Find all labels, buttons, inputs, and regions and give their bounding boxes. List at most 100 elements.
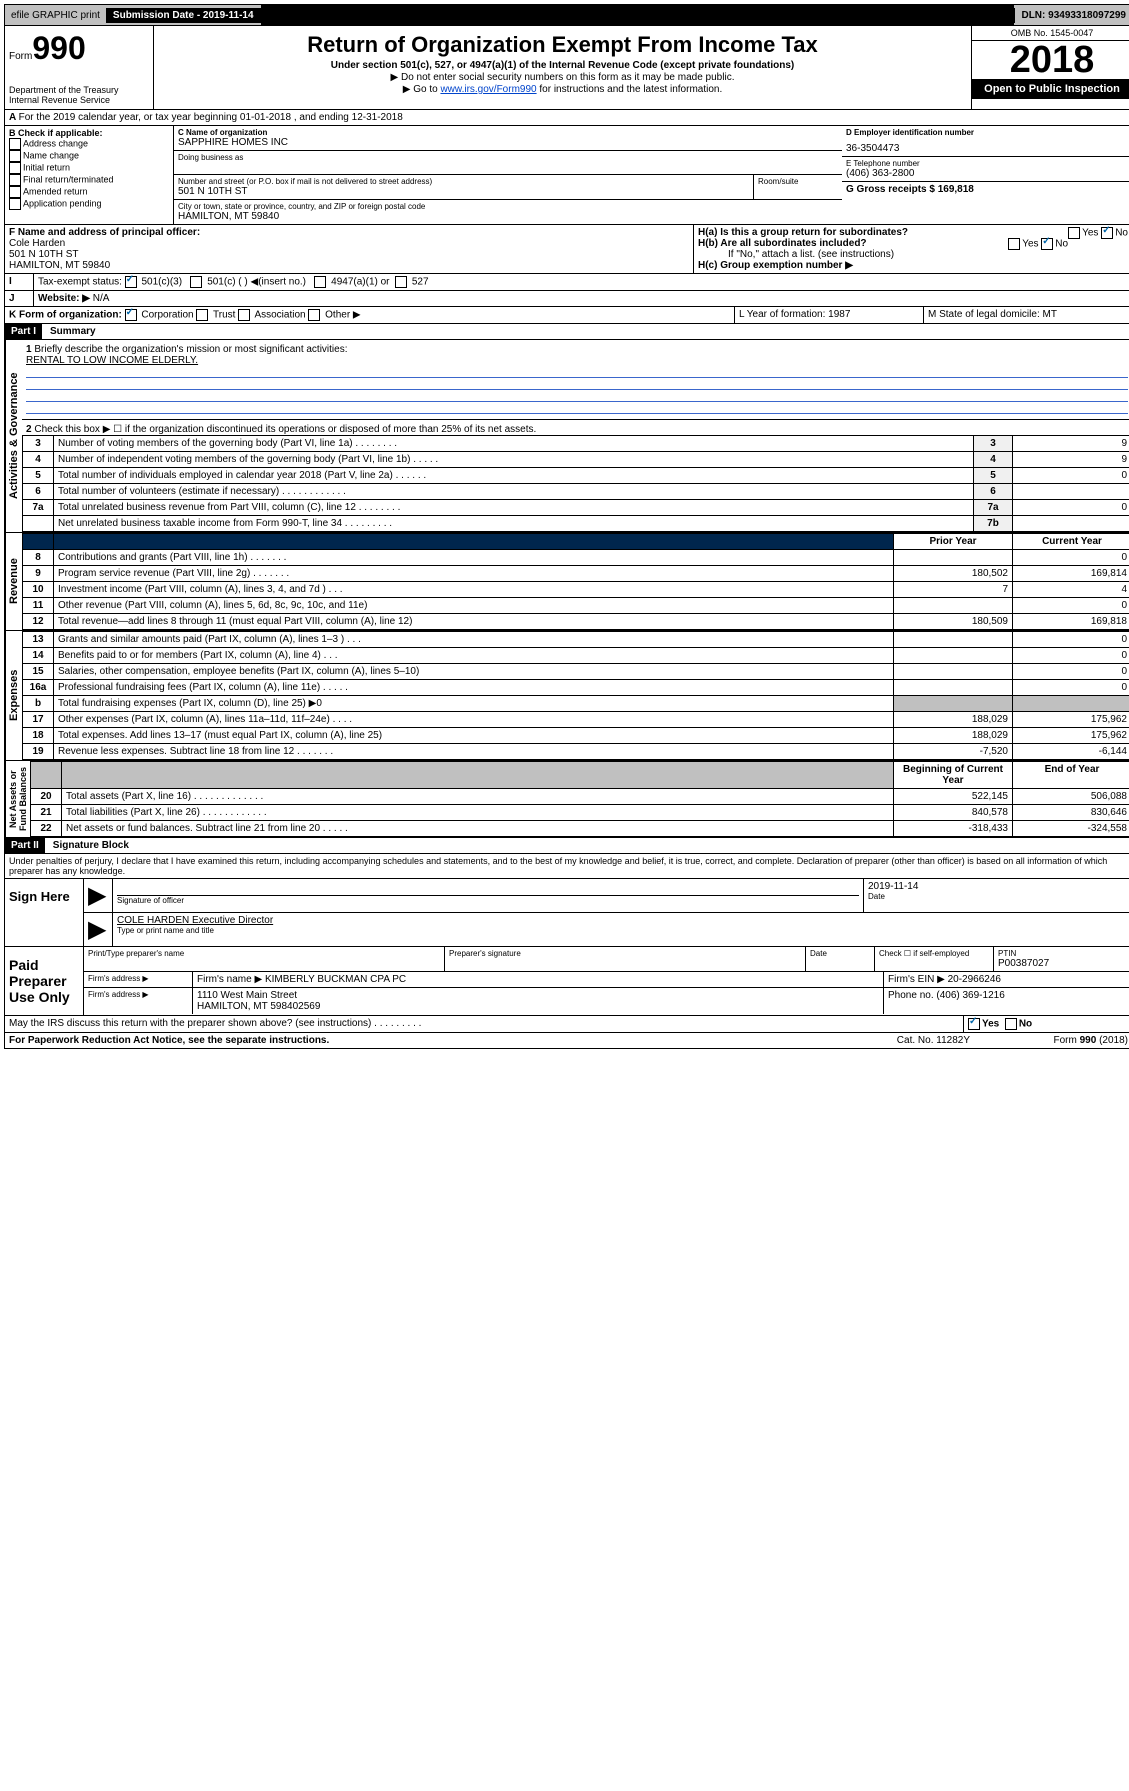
summary-row-label: Total revenue—add lines 8 through 11 (mu… [54, 614, 894, 630]
address-change-checkbox[interactable] [9, 138, 21, 150]
section-d-e-g: D Employer identification number 36-3504… [842, 126, 1129, 224]
prior-year-value [894, 680, 1013, 696]
prior-year-value: 180,502 [894, 566, 1013, 582]
form-number-box: Form990 Department of the Treasury Inter… [5, 26, 154, 109]
firm-ein: Firm's EIN ▶ 20-2966246 [884, 972, 1129, 987]
summary-row-value: 9 [1013, 436, 1129, 452]
section-h: H(a) Is this a group return for subordin… [694, 225, 1129, 273]
spacer [261, 5, 1015, 25]
state-domicile: M State of legal domicile: MT [924, 307, 1129, 323]
current-year-value: 0 [1013, 664, 1129, 680]
current-year-value: 169,818 [1013, 614, 1129, 630]
cat-number: Cat. No. 11282Y [893, 1033, 974, 1048]
name-change-checkbox[interactable] [9, 150, 21, 162]
irs-link[interactable]: www.irs.gov/Form990 [440, 84, 536, 95]
summary-row-value: 0 [1013, 500, 1129, 516]
arrow-icon: ▶ [84, 879, 113, 912]
form-title: Return of Organization Exempt From Incom… [158, 32, 967, 58]
summary-row-label: Investment income (Part VIII, column (A)… [54, 582, 894, 598]
discuss-answer: Yes No [964, 1016, 1129, 1032]
beginning-value: 522,145 [894, 789, 1013, 805]
summary-row-value [1013, 516, 1129, 532]
submission-date: Submission Date - 2019-11-14 [107, 8, 261, 23]
current-year-value: 0 [1013, 648, 1129, 664]
perjury-statement: Under penalties of perjury, I declare th… [4, 854, 1129, 879]
501c3-checkbox[interactable] [125, 276, 137, 288]
ein: 36-3504473 [846, 143, 1128, 154]
net-assets-label: Net Assets orFund Balances [5, 761, 30, 837]
city-state-zip: HAMILTON, MT 59840 [178, 211, 838, 222]
header-note-1: ▶ Do not enter social security numbers o… [158, 72, 967, 83]
summary-row-label: Total expenses. Add lines 13–17 (must eq… [54, 728, 894, 744]
summary-row-label: Total liabilities (Part X, line 26) . . … [62, 805, 894, 821]
summary-row-label: Grants and similar amounts paid (Part IX… [54, 632, 894, 648]
summary-row-label: Total assets (Part X, line 16) . . . . .… [62, 789, 894, 805]
beginning-value: 840,578 [894, 805, 1013, 821]
officer-name: COLE HARDEN Executive Director [117, 915, 1128, 926]
summary-row-label: Program service revenue (Part VIII, line… [54, 566, 894, 582]
initial-return-checkbox[interactable] [9, 162, 21, 174]
application-pending-checkbox[interactable] [9, 198, 21, 210]
summary-row-label: Total number of volunteers (estimate if … [54, 484, 974, 500]
summary-row-label: Total number of individuals employed in … [54, 468, 974, 484]
phone: (406) 363-2800 [846, 168, 1128, 179]
summary-row-label: Total fundraising expenses (Part IX, col… [54, 696, 894, 712]
current-year-value: -6,144 [1013, 744, 1129, 760]
section-c-block: C Name of organization SAPPHIRE HOMES IN… [174, 126, 842, 224]
line-i-label: I [5, 274, 34, 290]
summary-row-label: Benefits paid to or for members (Part IX… [54, 648, 894, 664]
summary-row-label: Salaries, other compensation, employee b… [54, 664, 894, 680]
prior-year-value [894, 664, 1013, 680]
header-title-block: Return of Organization Exempt From Incom… [154, 26, 971, 109]
amended-return-checkbox[interactable] [9, 186, 21, 198]
top-toolbar: efile GRAPHIC print Submission Date - 20… [4, 4, 1129, 26]
final-return-checkbox[interactable] [9, 174, 21, 186]
part-i-header: Part I [5, 324, 42, 339]
current-year-value: 175,962 [1013, 712, 1129, 728]
header-right-box: OMB No. 1545-0047 2018 Open to Public In… [971, 26, 1129, 109]
prior-year-value: 180,509 [894, 614, 1013, 630]
activities-governance-label: Activities & Governance [5, 340, 22, 532]
prior-year-value: -7,520 [894, 744, 1013, 760]
prior-year-value: 7 [894, 582, 1013, 598]
discuss-no-checkbox[interactable] [1005, 1018, 1017, 1030]
current-year-value: 0 [1013, 632, 1129, 648]
current-year-value: 169,814 [1013, 566, 1129, 582]
dln-label: DLN: 93493318097299 [1014, 8, 1129, 23]
discuss-yes-checkbox[interactable] [968, 1018, 980, 1030]
section-b-checkboxes: B Check if applicable: Address change Na… [5, 126, 174, 224]
prior-year-value [894, 598, 1013, 614]
end-value: -324,558 [1013, 821, 1129, 837]
sign-here-label: Sign Here [5, 879, 84, 946]
expenses-label: Expenses [5, 631, 22, 760]
summary-row-value [1013, 484, 1129, 500]
summary-row-label: Other revenue (Part VIII, column (A), li… [54, 598, 894, 614]
firm-address-1: 1110 West Main Street [197, 990, 879, 1001]
open-to-public: Open to Public Inspection [972, 79, 1129, 99]
paperwork-notice: For Paperwork Reduction Act Notice, see … [5, 1033, 893, 1048]
firm-phone: Phone no. (406) 369-1216 [884, 988, 1129, 1014]
summary-row-label: Number of voting members of the governin… [54, 436, 974, 452]
gross-receipts: G Gross receipts $ 169,818 [846, 184, 1128, 195]
beginning-value: -318,433 [894, 821, 1013, 837]
current-year-value: 0 [1013, 680, 1129, 696]
summary-row-value: 0 [1013, 468, 1129, 484]
dept-label: Department of the Treasury Internal Reve… [9, 85, 149, 105]
summary-row-label: Number of independent voting members of … [54, 452, 974, 468]
year-formation: L Year of formation: 1987 [735, 307, 924, 323]
form-number: 990 [32, 30, 85, 66]
tax-year: 2018 [972, 41, 1129, 79]
current-year-value: 175,962 [1013, 728, 1129, 744]
summary-row-label: Total unrelated business revenue from Pa… [54, 500, 974, 516]
header-note-2: ▶ Go to www.irs.gov/Form990 for instruct… [158, 84, 967, 95]
summary-row-label: Other expenses (Part IX, column (A), lin… [54, 712, 894, 728]
ptin: P00387027 [998, 958, 1128, 969]
form-label: Form [9, 51, 32, 62]
current-year-value: 0 [1013, 550, 1129, 566]
summary-row-label: Revenue less expenses. Subtract line 18 … [54, 744, 894, 760]
section-f: F Name and address of principal officer:… [5, 225, 694, 273]
part-ii-header: Part II [5, 838, 45, 853]
current-year-value: 4 [1013, 582, 1129, 598]
revenue-label: Revenue [5, 533, 22, 630]
tax-exempt-status: Tax-exempt status: 501(c)(3) 501(c) ( ) … [34, 274, 1129, 290]
